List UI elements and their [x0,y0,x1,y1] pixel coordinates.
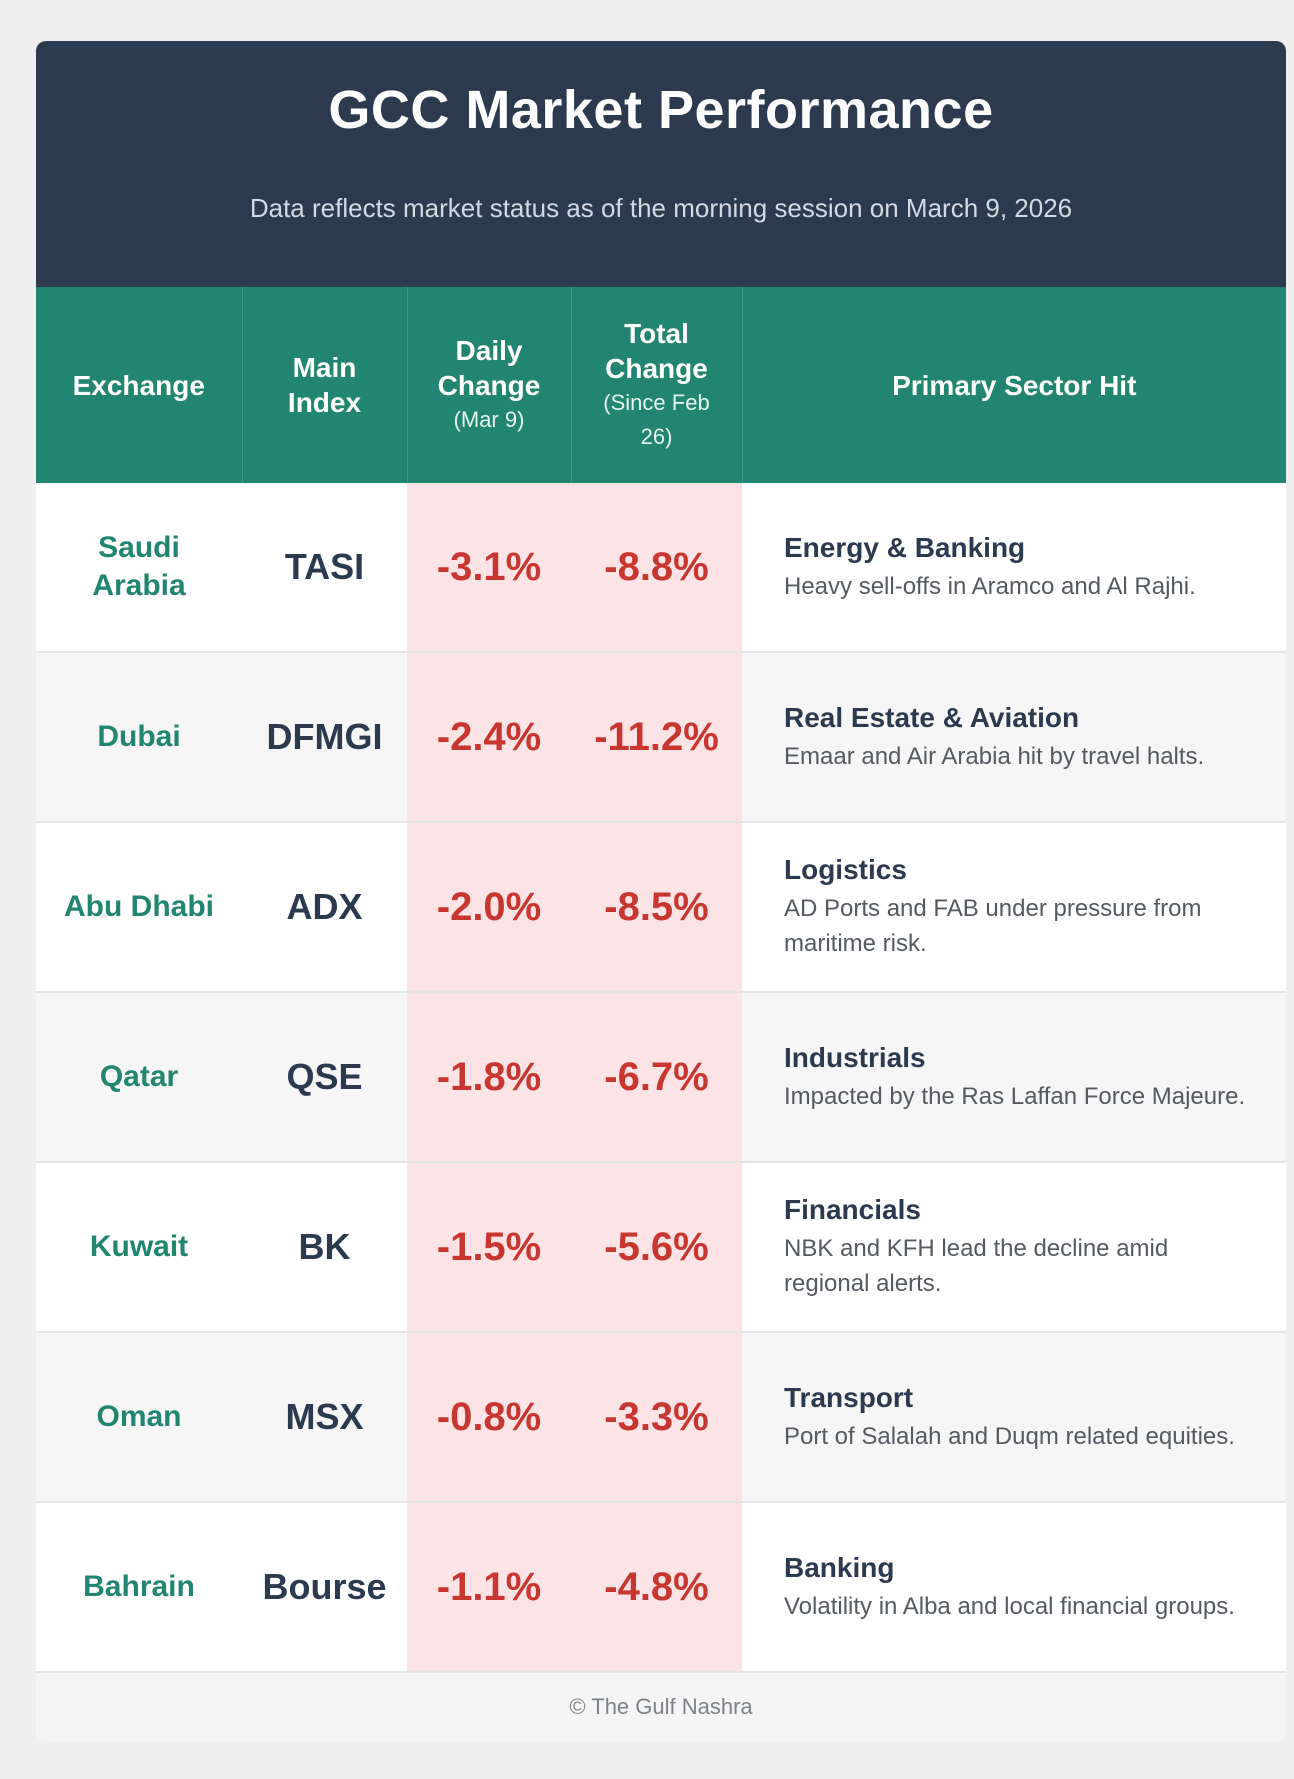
sector-cell: Real Estate & Aviation Emaar and Air Arab… [742,652,1286,823]
daily-change-cell: -1.8% [407,992,571,1163]
total-change-cell: -6.7% [571,992,742,1163]
column-header-sector: Primary Sector Hit [742,287,1286,483]
index-cell: MSX [242,1332,407,1503]
index-cell: ADX [242,822,407,993]
sector-cell: Industrials Impacted by the Ras Laffan Fo… [742,992,1286,1163]
sector-title: Energy & Banking [784,531,1026,563]
table-row: Saudi Arabia TASI -3.1% -8.8% Energy & Banki… [36,483,1286,653]
exchange-cell: Dubai [36,652,242,823]
daily-change-cell: -2.4% [407,652,571,823]
sector-detail: NBK and KFH lead the decline amid region… [784,1235,1169,1297]
column-header-label: Main Index [287,352,362,418]
sector-detail: Emaar and Air Arabia hit by travel halts… [784,742,1205,770]
index-cell: QSE [242,992,407,1163]
exchange-cell: Abu Dhabi [36,822,242,993]
sector-title: Banking [784,1551,895,1583]
sector-cell: Energy & Banking Heavy sell-offs in Aramc… [742,483,1286,653]
table-row: Qatar QSE -1.8% -6.7% Industrials Impacted by… [36,992,1286,1163]
sector-title: Transport [784,1381,914,1413]
market-table: Exchange Main Index Daily Change (Mar 9)… [36,287,1286,1673]
exchange-cell: Qatar [36,992,242,1163]
sector-detail: Impacted by the Ras Laffan Force Majeure… [784,1082,1246,1110]
total-change-cell: -8.8% [571,483,742,653]
table-header-row: Exchange Main Index Daily Change (Mar 9)… [36,287,1286,483]
table-row: Kuwait BK -1.5% -5.6% Financials NBK and KFH … [36,1162,1286,1333]
total-change-cell: -11.2% [571,652,742,823]
total-change-cell: -3.3% [571,1332,742,1503]
column-header-daily-change: Daily Change (Mar 9) [407,287,572,483]
index-cell: BK [242,1162,407,1333]
index-cell: TASI [242,483,407,653]
footer-credit: © The Gulf Nashra [36,1673,1286,1741]
column-header-index: Main Index [242,287,408,483]
column-header-label: Total Change [605,318,708,384]
sector-cell: Banking Volatility in Alba and local fina… [742,1502,1286,1673]
sector-title: Real Estate & Aviation [784,701,1080,733]
sector-detail: Heavy sell-offs in Aramco and Al Rajhi. [784,572,1196,600]
index-cell: Bourse [242,1502,407,1673]
column-header-sublabel: (Since Feb 26) [603,390,710,449]
daily-change-cell: -0.8% [407,1332,571,1503]
exchange-cell: Saudi Arabia [36,483,242,653]
column-header-label: Daily Change [437,335,541,401]
table-row: Abu Dhabi ADX -2.0% -8.5% Logistics AD Ports … [36,822,1286,993]
exchange-cell: Kuwait [36,1162,242,1333]
sector-cell: Financials NBK and KFH lead the decline a… [742,1162,1286,1333]
exchange-cell: Bahrain [36,1502,242,1673]
table-row: Bahrain Bourse -1.1% -4.8% Banking Volatility… [36,1502,1286,1673]
total-change-cell: -4.8% [571,1502,742,1673]
table-body: Saudi Arabia TASI -3.1% -8.8% Energy & Banki… [36,483,1286,1673]
sector-title: Financials [784,1194,921,1225]
column-header-label: Primary Sector Hit [892,369,1137,401]
column-header-total-change: Total Change (Since Feb 26) [571,287,743,483]
daily-change-cell: -2.0% [407,822,571,993]
sector-title: Logistics [784,854,907,885]
table-row: Oman MSX -0.8% -3.3% Transport Port of Salala… [36,1332,1286,1503]
total-change-cell: -5.6% [571,1162,742,1333]
sector-cell: Transport Port of Salalah and Duqm relate… [742,1332,1286,1503]
column-header-sublabel: (Mar 9) [453,407,525,432]
header-banner: GCC Market Performance Data reflects mar… [36,41,1286,287]
sector-title: Industrials [784,1041,926,1073]
daily-change-cell: -3.1% [407,483,571,653]
sector-cell: Logistics AD Ports and FAB under pressure… [742,822,1286,993]
column-header-exchange: Exchange [36,287,243,483]
index-cell: DFMGI [242,652,407,823]
daily-change-cell: -1.5% [407,1162,571,1333]
total-change-cell: -8.5% [571,822,742,993]
page-subtitle: Data reflects market status as of the mo… [249,193,1073,223]
exchange-cell: Oman [36,1332,242,1503]
sector-detail: Volatility in Alba and local financial g… [784,1592,1235,1620]
column-header-label: Exchange [72,369,205,401]
page-title: GCC Market Performance [328,80,994,140]
daily-change-cell: -1.1% [407,1502,571,1673]
table-row: Dubai DFMGI -2.4% -11.2% Real Estate & Aviat… [36,652,1286,823]
market-card: GCC Market Performance Data reflects mar… [36,41,1286,1741]
sector-detail: AD Ports and FAB under pressure from mar… [784,895,1202,957]
sector-detail: Port of Salalah and Duqm related equitie… [784,1422,1235,1450]
